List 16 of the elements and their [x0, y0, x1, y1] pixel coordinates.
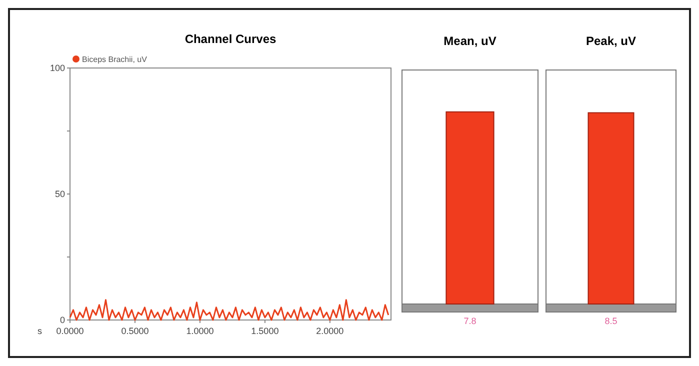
legend-label: Biceps Brachii, uV [82, 55, 148, 64]
x-tick-label: 0.0000 [56, 326, 84, 336]
x-tick-label: 2.0000 [316, 326, 344, 336]
chart-title: Channel Curves [184, 32, 277, 46]
data-label: 7.8 [464, 316, 476, 326]
data-label: 8.5 [604, 316, 618, 326]
x-axis-title: s [38, 326, 42, 336]
y-tick-label: 100 [50, 63, 65, 73]
chart-title: Peak, uV [586, 34, 636, 48]
x-tick-label: 0.5000 [121, 326, 149, 336]
line-series [69, 299, 390, 321]
chart-title: Mean, uV [444, 34, 496, 48]
x-tick-label: 1.5000 [251, 326, 279, 336]
y-tick-label: 50 [54, 189, 65, 199]
y-tick-label: 0 [60, 315, 65, 325]
x-tick-label: 1.0000 [186, 326, 214, 336]
